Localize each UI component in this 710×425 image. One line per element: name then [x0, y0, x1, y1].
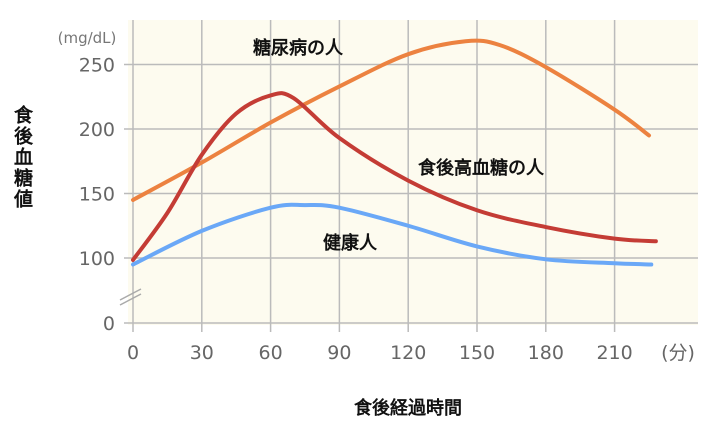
x-tick-label: 180: [528, 342, 564, 364]
series-label-healthy: 健康人: [323, 232, 378, 254]
y-unit-label: (mg/dL): [58, 29, 117, 47]
y-tick-labels: 0 100 150 200 250: [79, 55, 115, 336]
plot-background: [128, 20, 698, 325]
axis-break-mark: [119, 288, 142, 306]
x-tick-label: 30: [190, 342, 214, 364]
y-tick-label: 0: [103, 313, 115, 335]
x-tick-label: 120: [390, 342, 426, 364]
y-tick-label: 250: [79, 55, 115, 77]
series-line-1: [131, 91, 658, 262]
y-tick-label: 150: [79, 184, 115, 206]
x-tick-labels: 0 30 60 90 120 150 180 210: [127, 342, 633, 364]
x-axis-title: 食後経過時間: [353, 397, 462, 419]
x-tick-label: 150: [459, 342, 495, 364]
x-tick-label: 0: [127, 342, 139, 364]
y-axis-title: 食後血糖値: [11, 104, 34, 210]
x-unit-label: (分): [661, 342, 695, 364]
series-lines: [131, 38, 658, 267]
x-tick-label: 60: [259, 342, 283, 364]
y-tick-label: 100: [79, 248, 115, 270]
x-tick-label: 90: [327, 342, 351, 364]
y-tick-label: 200: [79, 119, 115, 141]
x-tick-label: 210: [596, 342, 632, 364]
series-line-2: [131, 202, 654, 267]
series-label-diabetes: 糖尿病の人: [253, 37, 344, 59]
series-line-0: [131, 38, 651, 202]
series-label-postprandial-hyperglycemia: 食後高血糖の人: [417, 157, 545, 179]
